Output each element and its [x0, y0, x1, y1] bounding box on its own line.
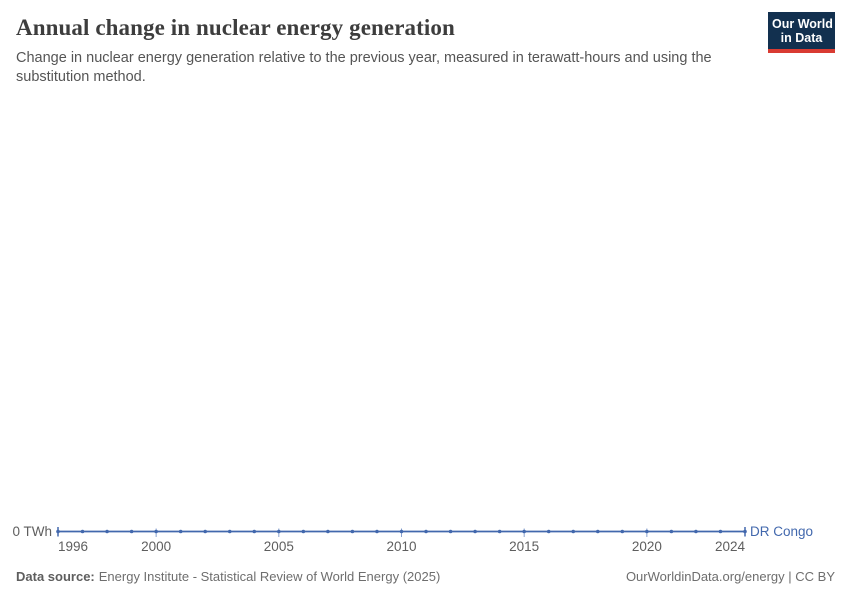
- data-source-text: Energy Institute - Statistical Review of…: [98, 569, 441, 584]
- data-point[interactable]: [154, 529, 158, 534]
- data-point[interactable]: [669, 529, 674, 534]
- x-axis-tick-label: 2000: [141, 539, 171, 554]
- data-source: Data source: Energy Institute - Statistic…: [16, 569, 440, 585]
- data-point[interactable]: [375, 529, 379, 534]
- data-point[interactable]: [277, 529, 281, 534]
- data-point[interactable]: [56, 529, 60, 534]
- data-point[interactable]: [326, 529, 330, 534]
- data-point[interactable]: [645, 529, 649, 534]
- data-point[interactable]: [571, 529, 576, 534]
- x-axis-tick-label: 2024: [715, 539, 746, 554]
- data-point[interactable]: [546, 529, 551, 534]
- data-point[interactable]: [399, 529, 404, 534]
- data-point[interactable]: [522, 529, 526, 534]
- chart-footer: Data source: Energy Institute - Statistic…: [16, 569, 835, 585]
- x-axis-tick-label: 2020: [632, 539, 662, 554]
- data-points[interactable]: [56, 529, 747, 534]
- chart-title: Annual change in nuclear energy generati…: [16, 15, 455, 40]
- x-axis-tick-label: 2015: [509, 539, 539, 554]
- data-point[interactable]: [473, 529, 477, 534]
- y-axis-zero-label: 0 TWh: [12, 524, 52, 539]
- data-point[interactable]: [178, 529, 183, 534]
- owid-logo-line2: in Data: [780, 31, 823, 45]
- data-point[interactable]: [105, 529, 109, 534]
- owid-logo-line1: Our World: [772, 17, 833, 31]
- data-point[interactable]: [718, 529, 723, 534]
- data-point[interactable]: [743, 529, 747, 534]
- x-axis-tick-label: 2010: [386, 539, 416, 554]
- credit-link[interactable]: OurWorldinData.org/energy | CC BY: [625, 569, 835, 584]
- data-point[interactable]: [80, 529, 85, 534]
- x-axis-tick-label: 1996: [58, 539, 88, 554]
- data-point[interactable]: [694, 529, 698, 534]
- data-point[interactable]: [252, 529, 257, 534]
- data-point[interactable]: [448, 529, 453, 534]
- data-point[interactable]: [424, 529, 428, 534]
- data-point[interactable]: [301, 529, 306, 534]
- chart-subtitle: Change in nuclear energy generation rela…: [16, 50, 712, 85]
- data-point[interactable]: [595, 529, 600, 534]
- data-source-label: Data source:: [16, 569, 95, 584]
- x-axis-labels: 1996 2000 2005 2010 2015 2020 2024: [58, 539, 745, 554]
- data-point[interactable]: [620, 529, 625, 534]
- chart-header: Annual change in nuclear energy generati…: [16, 14, 756, 87]
- data-point[interactable]: [350, 529, 355, 534]
- owid-logo[interactable]: Our World in Data: [768, 12, 835, 53]
- data-point[interactable]: [129, 529, 134, 534]
- data-series-dr-congo[interactable]: [56, 527, 747, 537]
- data-point[interactable]: [203, 529, 208, 534]
- entity-label[interactable]: DR Congo: [750, 524, 813, 539]
- x-axis-tick-label: 2005: [264, 539, 294, 554]
- data-point[interactable]: [227, 529, 232, 534]
- data-point[interactable]: [497, 529, 502, 534]
